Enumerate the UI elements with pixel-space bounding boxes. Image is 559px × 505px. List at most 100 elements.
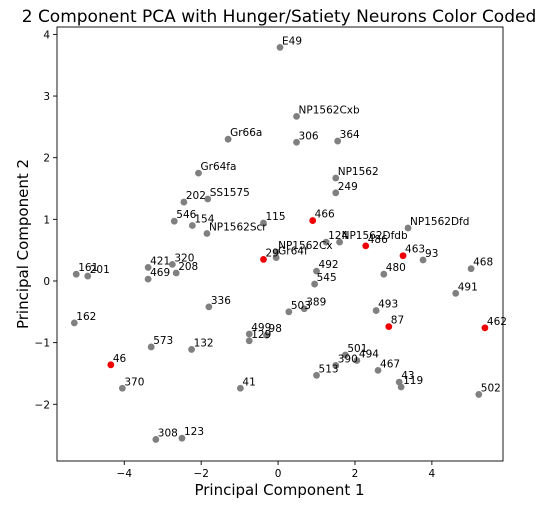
data-point bbox=[362, 242, 370, 250]
data-point bbox=[313, 371, 320, 379]
point-label: 501 bbox=[347, 343, 367, 355]
data-point bbox=[236, 384, 244, 392]
point-label: 390 bbox=[338, 353, 358, 365]
data-point bbox=[300, 305, 308, 313]
point-label: 545 bbox=[317, 272, 337, 284]
y-tick-label: 2 bbox=[43, 153, 50, 165]
data-point bbox=[272, 248, 280, 256]
chart-title: 2 Component PCA with Hunger/Satiety Neur… bbox=[22, 7, 537, 27]
point-label: 115 bbox=[265, 211, 285, 223]
data-point bbox=[168, 260, 176, 268]
y-tick-label: 1 bbox=[43, 214, 50, 226]
point-label: 93 bbox=[425, 248, 438, 260]
data-point bbox=[276, 43, 284, 51]
data-point bbox=[72, 270, 80, 278]
point-label: 202 bbox=[186, 190, 206, 202]
point-label: 29 bbox=[265, 247, 278, 259]
y-tick-label: 0 bbox=[43, 276, 50, 288]
point-label: NP1562Dfd bbox=[410, 216, 469, 228]
point-label: 154 bbox=[194, 214, 214, 226]
y-tick-label: 4 bbox=[43, 29, 50, 41]
point-label: 503 bbox=[291, 300, 311, 312]
data-point bbox=[170, 217, 178, 225]
data-point bbox=[224, 135, 232, 143]
point-label: 162 bbox=[76, 311, 96, 323]
point-label: NP1562Scr bbox=[209, 222, 267, 234]
data-point bbox=[372, 307, 380, 314]
y-tick-label: −2 bbox=[35, 399, 50, 411]
data-point bbox=[178, 434, 186, 442]
data-point bbox=[293, 112, 300, 120]
data-point bbox=[311, 280, 319, 288]
data-point bbox=[172, 269, 180, 277]
point-label: 370 bbox=[124, 376, 144, 388]
data-point bbox=[467, 265, 475, 273]
point-label: 308 bbox=[158, 427, 178, 439]
data-point bbox=[353, 357, 361, 364]
point-label: 463 bbox=[405, 244, 425, 256]
point-label: 469 bbox=[150, 267, 170, 279]
point-label: 502 bbox=[481, 382, 501, 394]
point-label: 129 bbox=[251, 329, 271, 341]
y-tick-label: −1 bbox=[35, 338, 50, 350]
point-label: 492 bbox=[319, 259, 339, 271]
point-label: 320 bbox=[174, 252, 194, 264]
point-label: 201 bbox=[90, 264, 110, 276]
point-label: NP1562Cxb bbox=[299, 104, 360, 116]
x-tick-label: −4 bbox=[117, 468, 133, 480]
data-point bbox=[452, 289, 460, 297]
data-point bbox=[188, 346, 195, 353]
point-label: 132 bbox=[194, 337, 214, 349]
x-tick-label: 0 bbox=[275, 468, 282, 480]
data-point bbox=[245, 337, 253, 345]
data-point bbox=[341, 351, 349, 359]
point-label: 421 bbox=[150, 255, 170, 267]
data-point bbox=[147, 343, 155, 351]
x-tick-label: −2 bbox=[193, 468, 208, 480]
data-point bbox=[334, 137, 342, 145]
data-point bbox=[118, 384, 126, 392]
x-axis-label: Principal Component 1 bbox=[194, 481, 364, 499]
point-label: 466 bbox=[315, 209, 335, 221]
point-label: NP1562Cx bbox=[278, 240, 332, 252]
data-point bbox=[107, 361, 115, 369]
point-label: Gr64fa bbox=[200, 161, 236, 173]
data-point bbox=[322, 238, 330, 246]
data-point bbox=[260, 256, 267, 263]
data-point bbox=[195, 169, 202, 177]
data-point bbox=[332, 189, 340, 197]
point-label: 161 bbox=[78, 262, 98, 274]
data-point bbox=[399, 252, 407, 260]
y-axis-label: Principal Component 2 bbox=[14, 159, 32, 329]
data-point bbox=[380, 270, 388, 278]
data-point bbox=[475, 391, 483, 398]
data-point bbox=[293, 138, 300, 146]
data-point bbox=[404, 224, 412, 232]
data-point bbox=[70, 319, 78, 327]
data-point bbox=[374, 366, 382, 374]
data-point bbox=[180, 198, 188, 206]
point-label: 43 bbox=[401, 370, 414, 382]
point-label: 46 bbox=[113, 353, 127, 365]
point-label: 208 bbox=[178, 261, 198, 273]
data-point bbox=[144, 275, 152, 283]
data-point bbox=[385, 323, 393, 331]
point-label: 513 bbox=[319, 363, 339, 375]
point-label: Gr66a bbox=[230, 127, 262, 139]
point-label: Gr64f bbox=[278, 246, 308, 258]
point-label: NP1562Dfdb bbox=[342, 230, 408, 242]
data-point bbox=[481, 324, 489, 332]
data-point bbox=[263, 331, 270, 339]
data-point bbox=[203, 230, 211, 237]
point-label: 494 bbox=[359, 349, 379, 361]
data-point bbox=[245, 330, 253, 338]
point-label: 499 bbox=[251, 322, 271, 334]
point-label: 306 bbox=[299, 130, 319, 142]
point-label: 336 bbox=[211, 295, 231, 307]
data-point bbox=[188, 222, 196, 229]
x-tick-label: 4 bbox=[429, 468, 436, 480]
data-point bbox=[205, 303, 213, 311]
point-label: 249 bbox=[338, 181, 358, 193]
point-label: 119 bbox=[403, 375, 423, 387]
